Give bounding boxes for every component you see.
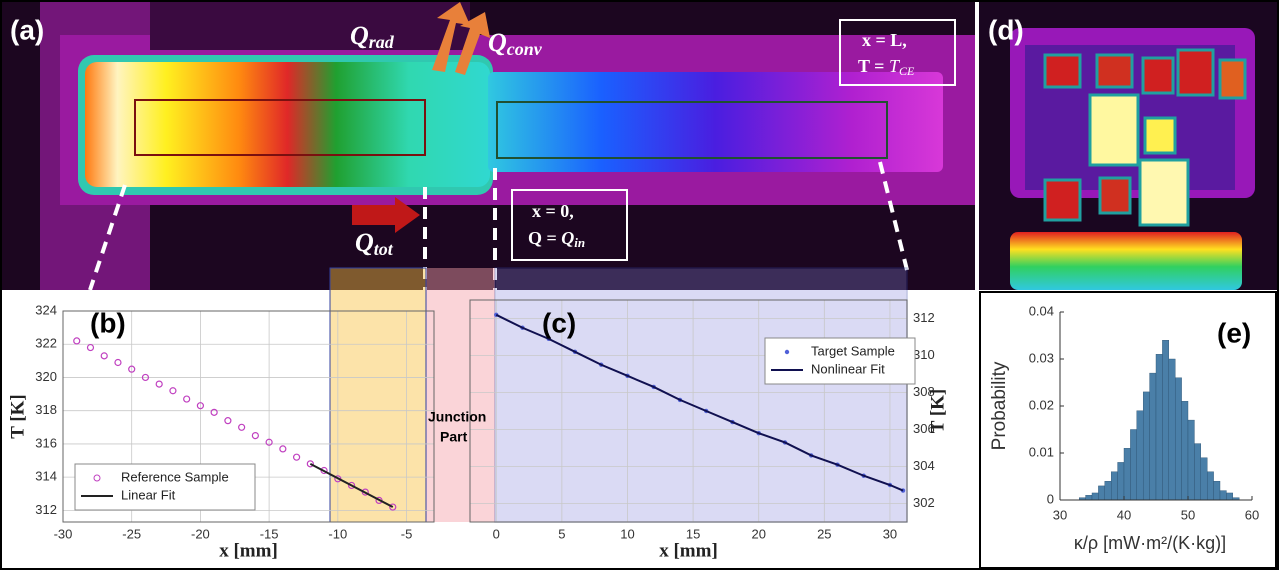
x-tick-label: 40 (1117, 507, 1131, 522)
symbol: Q (561, 228, 574, 248)
histogram-bar (1092, 493, 1098, 500)
symbol: Q (350, 21, 369, 50)
subscript: in (574, 235, 585, 250)
x-tick-label: -25 (122, 526, 141, 541)
y-tick-label: 302 (913, 495, 935, 510)
x-tick-label: 30 (1053, 507, 1067, 522)
y-tick-label: 322 (35, 336, 57, 351)
y-tick-label: 312 (35, 502, 57, 517)
y-tick-label: 0.02 (1029, 397, 1054, 412)
x-tick-label: -5 (401, 526, 413, 541)
y-tick-label: 316 (35, 435, 57, 450)
histogram-bar (1111, 472, 1117, 500)
panel-label: (e) (1217, 317, 1251, 348)
y-tick-label: 312 (913, 310, 935, 325)
x-tick-label: 0 (493, 526, 500, 541)
x-tick-label: -20 (191, 526, 210, 541)
y-tick-label: 324 (35, 302, 57, 317)
text: T = (858, 56, 889, 76)
y-tick-label: 0 (1047, 491, 1054, 506)
x-tick-label: 10 (620, 526, 634, 541)
x-tick-label: 50 (1181, 507, 1195, 522)
histogram-bar (1226, 493, 1232, 500)
panel-label: (c) (542, 307, 576, 338)
histogram-bar (1143, 392, 1149, 500)
y-tick-label: 310 (913, 347, 935, 362)
y-axis-label: Probability (989, 361, 1010, 450)
y-tick-label: 0.01 (1029, 444, 1054, 459)
thermal-image-d (979, 0, 1279, 290)
x-tick-label: -15 (260, 526, 279, 541)
subscript: CE (899, 64, 915, 78)
x-tick-label: 5 (558, 526, 565, 541)
x-axis-label: x [mm] (659, 540, 718, 561)
annotation: x = L, (862, 30, 907, 50)
histogram-bar (1086, 495, 1092, 500)
x-tick-label: 60 (1245, 507, 1259, 522)
legend-label: Target Sample (811, 343, 895, 358)
annotation: Part (440, 429, 468, 445)
histogram-bar (1220, 491, 1226, 500)
x-tick-label: -30 (54, 526, 73, 541)
text: Q = (528, 228, 561, 248)
panel-label: (d) (988, 14, 1024, 45)
histogram-bar (1156, 354, 1162, 500)
x-tick-label: -10 (328, 526, 347, 541)
histogram-bar (1188, 420, 1194, 500)
y-tick-label: 320 (35, 369, 57, 384)
y-axis-label: T [K] (927, 389, 948, 434)
y-tick-label: 0.03 (1029, 350, 1054, 365)
y-tick-label: 304 (913, 458, 935, 473)
figure: (a) Qrad Qconv Qtot x = L, T = TCE x = 0… (0, 0, 1279, 570)
x-axis-label: κ/ρ [mW·m²/(K·kg)] (1074, 533, 1226, 553)
panel-label: (a) (10, 14, 44, 45)
histogram-bar (1182, 401, 1188, 500)
subscript: rad (369, 32, 395, 52)
panel-label: (b) (90, 307, 126, 338)
annotation: Junction (428, 409, 486, 425)
histogram-bar (1130, 430, 1136, 501)
subscript: conv (507, 39, 543, 59)
x-tick-label: 15 (686, 526, 700, 541)
histogram-bar (1105, 481, 1111, 500)
legend-label: Nonlinear Fit (811, 361, 885, 376)
subscript: tot (374, 239, 394, 259)
histogram-bar (1169, 359, 1175, 500)
histogram-bar (1137, 411, 1143, 500)
region-overlays (330, 268, 907, 522)
histogram-bar (1098, 486, 1104, 500)
histogram-bar (1207, 472, 1213, 500)
y-tick-label: 318 (35, 402, 57, 417)
histogram-bar (1194, 444, 1200, 500)
legend-marker (785, 350, 789, 354)
histogram-bar (1162, 340, 1168, 500)
histogram-bar (1124, 448, 1130, 500)
annotation: x = 0, (532, 201, 574, 221)
histogram-bar (1118, 462, 1124, 500)
histogram-bar (1214, 481, 1220, 500)
y-axis-label: T [K] (7, 394, 28, 439)
histogram-bar (1175, 378, 1181, 500)
x-axis-label: x [mm] (219, 540, 278, 561)
histogram-bar (1150, 373, 1156, 500)
symbol: Q (488, 28, 507, 57)
legend-label: Reference Sample (121, 469, 229, 484)
symbol: Q (355, 228, 374, 257)
histogram-bar (1201, 458, 1207, 500)
y-tick-label: 0.04 (1029, 303, 1054, 318)
x-tick-label: 20 (751, 526, 765, 541)
legend-label: Linear Fit (121, 487, 176, 502)
y-tick-label: 314 (35, 469, 57, 484)
x-tick-label: 25 (817, 526, 831, 541)
x-tick-label: 30 (883, 526, 897, 541)
